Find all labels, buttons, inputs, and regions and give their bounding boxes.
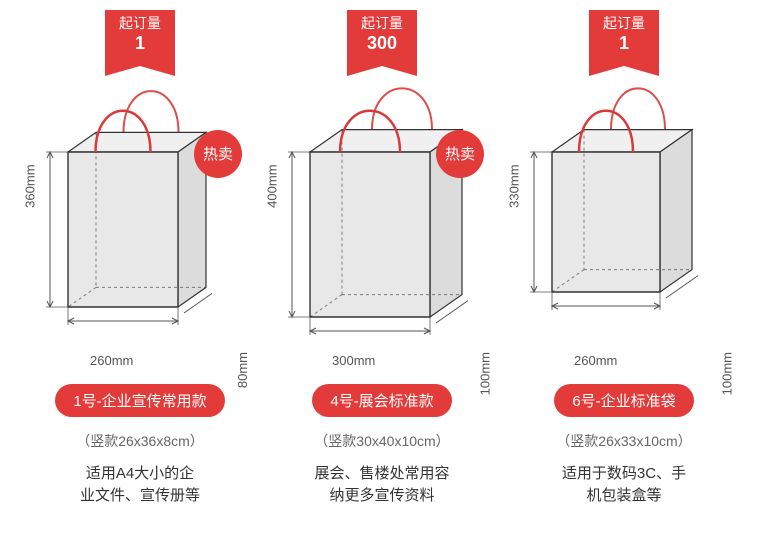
depth-label: 100mm (719, 352, 734, 395)
width-label: 260mm (574, 353, 617, 368)
bag-diagram: 热卖 400mm 300mm 100mm (272, 72, 492, 372)
ribbon-value: 300 (347, 32, 417, 55)
bag-description: 展会、售楼处常用容 纳更多宣传资料 (292, 463, 472, 508)
bag-diagram: 330mm 260mm 100mm (514, 72, 734, 372)
bag-subtitle: （竖款26x33x10cm） (556, 431, 691, 451)
width-label: 260mm (90, 353, 133, 368)
bag-subtitle: （竖款26x36x8cm） (76, 431, 204, 451)
width-label: 300mm (332, 353, 375, 368)
bag-description: 适用A4大小的企 业文件、宣传册等 (50, 463, 230, 508)
bag-title: 1号-企业宣传常用款 (55, 384, 224, 417)
height-label: 400mm (265, 164, 280, 207)
bag-card-1: 起订量 1 热卖 360mm 260mm (30, 10, 250, 508)
hot-badge: 热卖 (436, 130, 484, 178)
ribbon-label: 起订量 (347, 14, 417, 32)
bag-title: 6号-企业标准袋 (554, 384, 693, 417)
bag-subtitle: （竖款30x40x10cm） (314, 431, 449, 451)
bag-description: 适用于数码3C、手 机包装盒等 (534, 463, 714, 508)
bag-card-2: 起订量 300 热卖 400mm 300mm (272, 10, 492, 508)
height-label: 360mm (23, 164, 38, 207)
ribbon-label: 起订量 (105, 14, 175, 32)
moq-ribbon: 起订量 300 (347, 10, 417, 66)
ribbon-value: 1 (105, 32, 175, 55)
bag-diagram: 热卖 360mm 260mm 80mm (30, 72, 250, 372)
height-label: 330mm (507, 164, 522, 207)
depth-label: 100mm (477, 352, 492, 395)
bag-title: 4号-展会标准款 (312, 384, 451, 417)
ribbon-label: 起订量 (589, 14, 659, 32)
moq-ribbon: 起订量 1 (589, 10, 659, 66)
moq-ribbon: 起订量 1 (105, 10, 175, 66)
hot-badge: 热卖 (194, 130, 242, 178)
bag-card-3: 起订量 1 330mm 260mm (514, 10, 734, 508)
depth-label: 80mm (235, 352, 250, 388)
ribbon-value: 1 (589, 32, 659, 55)
